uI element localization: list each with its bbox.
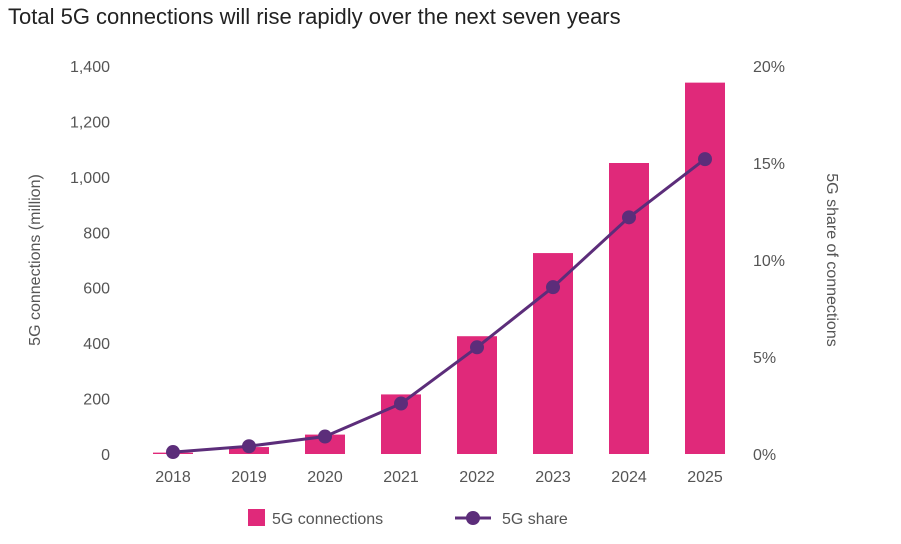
x-tick-label: 2020 xyxy=(307,469,343,486)
y-left-tick-label: 1,400 xyxy=(70,59,110,76)
point-5g-share xyxy=(546,280,560,295)
x-tick-label: 2019 xyxy=(231,469,267,486)
y-left-tick-label: 1,200 xyxy=(70,114,110,131)
y-right-tick-label: 5% xyxy=(753,350,776,367)
y-left-tick-label: 0 xyxy=(101,447,110,464)
point-5g-share xyxy=(166,445,180,460)
y-right-tick-label: 10% xyxy=(753,253,785,270)
y-right-tick-label: 20% xyxy=(753,59,785,76)
point-5g-share xyxy=(242,439,256,454)
x-tick-label: 2023 xyxy=(535,469,571,486)
x-tick-label: 2025 xyxy=(687,469,723,486)
point-5g-share xyxy=(470,340,484,355)
x-tick-label: 2022 xyxy=(459,469,495,486)
point-5g-share xyxy=(394,396,408,411)
legend-label-5g-share: 5G share xyxy=(502,511,568,528)
y-left-axis-label: 5G connections (million) xyxy=(27,174,44,346)
x-tick-label: 2018 xyxy=(155,469,191,486)
y-left-tick-label: 200 xyxy=(83,392,110,409)
point-5g-share xyxy=(698,152,712,167)
point-5g-share xyxy=(622,210,636,225)
y-left-tick-label: 1,000 xyxy=(70,170,110,187)
legend-label-5g-connections: 5G connections xyxy=(272,511,383,528)
y-left-tick-label: 800 xyxy=(83,225,110,242)
y-left-tick-label: 600 xyxy=(83,281,110,298)
x-tick-label: 2021 xyxy=(383,469,419,486)
y-left-tick-label: 400 xyxy=(83,336,110,353)
legend-swatch-marker-5g-share xyxy=(466,511,480,525)
bar-5g-connections xyxy=(685,82,725,454)
x-tick-label: 2024 xyxy=(611,469,647,486)
line-5g-share xyxy=(172,157,706,454)
bar-5g-connections xyxy=(305,434,345,454)
point-5g-share xyxy=(318,429,332,444)
y-right-tick-label: 0% xyxy=(753,447,776,464)
legend-swatch-5g-connections xyxy=(248,509,265,526)
chart-title: Total 5G connections will rise rapidly o… xyxy=(8,4,621,29)
y-right-axis-label: 5G share of connections xyxy=(823,173,840,346)
y-right-tick-label: 15% xyxy=(753,156,785,173)
